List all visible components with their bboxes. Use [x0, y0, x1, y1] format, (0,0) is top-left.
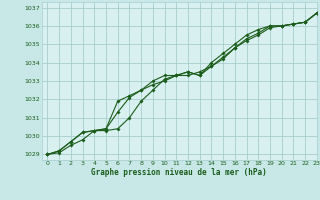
X-axis label: Graphe pression niveau de la mer (hPa): Graphe pression niveau de la mer (hPa) [91, 168, 267, 177]
